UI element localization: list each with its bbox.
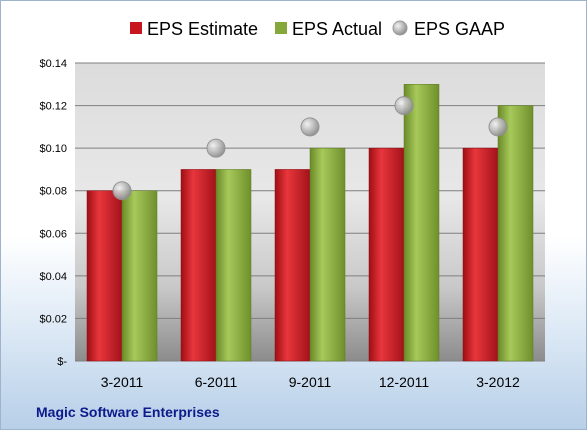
bar-eps-estimate: [274, 169, 311, 362]
y-tick-label: $0.12: [39, 101, 67, 113]
bar-eps-actual: [497, 105, 534, 362]
y-tick-label: $0.10: [39, 143, 67, 155]
legend-swatch-estimate: [130, 22, 142, 34]
x-tick-label: 9-2011: [289, 374, 332, 390]
bar-eps-estimate: [86, 190, 123, 362]
legend-label-estimate: EPS Estimate: [147, 19, 258, 39]
y-tick-label: $0.02: [39, 313, 67, 325]
marker-eps-gaap: [206, 138, 226, 158]
bar-eps-estimate: [180, 169, 217, 362]
y-tick-label: $0.04: [39, 271, 67, 283]
y-tick-label: $-: [57, 356, 67, 368]
y-tick-label: $0.08: [39, 186, 67, 198]
gaap-markers: [112, 96, 508, 201]
y-tick-label: $0.06: [39, 228, 67, 240]
bar-eps-actual: [309, 147, 346, 362]
legend-swatch-actual: [275, 22, 287, 34]
bars: [86, 84, 534, 362]
bar-eps-actual: [215, 169, 252, 362]
legend: EPS Estimate EPS Actual EPS GAAP: [130, 19, 505, 39]
x-axis-ticks: 3-2011 6-2011 9-2011 12-2011 3-2012: [101, 374, 520, 390]
marker-eps-gaap: [488, 117, 508, 137]
x-tick-label: 3-2011: [101, 374, 144, 390]
company-name: Magic Software Enterprises: [36, 404, 220, 420]
legend-label-actual: EPS Actual: [292, 19, 382, 39]
marker-eps-gaap: [394, 96, 414, 116]
y-axis-ticks: $- $0.02 $0.04 $0.06 $0.08 $0.10 $0.12 $0.14: [39, 58, 67, 368]
x-tick-label: 12-2011: [379, 374, 430, 390]
x-tick-label: 3-2012: [476, 374, 520, 390]
bar-eps-estimate: [462, 147, 499, 362]
marker-eps-gaap: [112, 181, 132, 201]
y-tick-label: $0.14: [39, 58, 67, 70]
x-tick-label: 6-2011: [195, 374, 238, 390]
bar-eps-estimate: [368, 147, 405, 362]
legend-swatch-gaap: [392, 20, 408, 36]
bar-eps-actual: [121, 190, 158, 362]
marker-eps-gaap: [300, 117, 320, 137]
legend-label-gaap: EPS GAAP: [414, 19, 505, 39]
bar-eps-actual: [403, 84, 440, 362]
